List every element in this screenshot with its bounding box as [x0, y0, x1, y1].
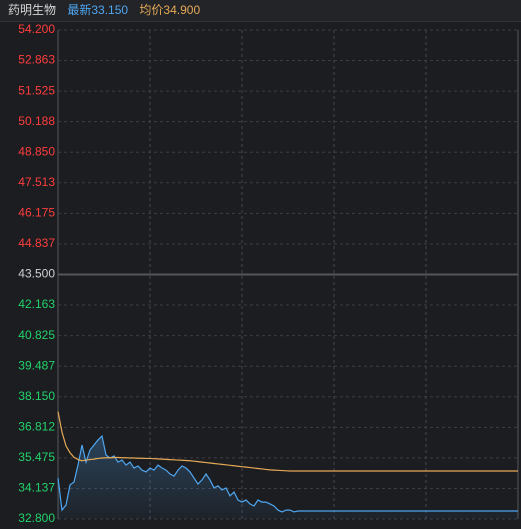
y-tick-label: 32.800 — [18, 511, 55, 525]
average-line — [57, 411, 518, 472]
legend-latest: 最新33.150 — [67, 3, 129, 17]
y-tick-label: 34.137 — [18, 481, 55, 495]
y-tick-label: 40.825 — [18, 328, 55, 342]
y-tick-label: 35.475 — [18, 450, 55, 464]
stock-name: 药明生物 — [8, 3, 57, 17]
y-tick-label: 51.525 — [18, 83, 55, 97]
y-tick-label: 52.863 — [18, 53, 55, 67]
y-tick-label: 47.513 — [18, 175, 55, 189]
y-tick-label: 48.850 — [18, 144, 55, 158]
header: 药明生物 最新33.150 均价34.900 — [0, 0, 521, 22]
price-area — [58, 436, 518, 519]
y-tick-label: 46.175 — [18, 206, 55, 220]
y-tick-label: 42.163 — [18, 297, 55, 311]
y-tick-label: 44.837 — [18, 236, 55, 250]
y-tick-label: 50.188 — [18, 114, 55, 128]
y-tick-label: 36.812 — [18, 419, 55, 433]
y-tick-label: 39.487 — [18, 358, 55, 372]
y-tick-label: 43.500 — [18, 267, 55, 281]
y-tick-label: 54.200 — [18, 22, 55, 36]
price-line — [57, 434, 518, 513]
legend-average: 均价34.900 — [139, 3, 201, 17]
y-tick-label: 38.150 — [18, 389, 55, 403]
